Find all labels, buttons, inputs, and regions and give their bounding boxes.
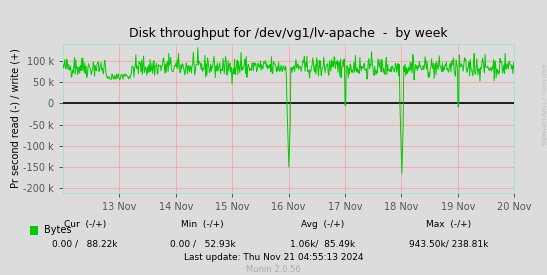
Text: Cur  (-/+): Cur (-/+) [63, 220, 106, 229]
Text: 0.00 /   52.93k: 0.00 / 52.93k [170, 239, 235, 248]
Text: Munin 2.0.56: Munin 2.0.56 [246, 265, 301, 274]
Text: Bytes: Bytes [44, 226, 71, 235]
Text: Avg  (-/+): Avg (-/+) [301, 220, 345, 229]
Title: Disk throughput for /dev/vg1/lv-apache  -  by week: Disk throughput for /dev/vg1/lv-apache -… [129, 27, 448, 40]
Text: Max  (-/+): Max (-/+) [426, 220, 471, 229]
Text: 1.06k/  85.49k: 1.06k/ 85.49k [290, 239, 356, 248]
Text: 0.00 /   88.22k: 0.00 / 88.22k [52, 239, 118, 248]
Text: Last update: Thu Nov 21 04:55:13 2024: Last update: Thu Nov 21 04:55:13 2024 [184, 253, 363, 262]
Text: 943.50k/ 238.81k: 943.50k/ 238.81k [409, 239, 488, 248]
Text: Min  (-/+): Min (-/+) [181, 220, 224, 229]
Text: RRDTOOL / TOBI OETIKER: RRDTOOL / TOBI OETIKER [540, 64, 545, 145]
Y-axis label: Pr second read (-) / write (+): Pr second read (-) / write (+) [10, 48, 20, 188]
